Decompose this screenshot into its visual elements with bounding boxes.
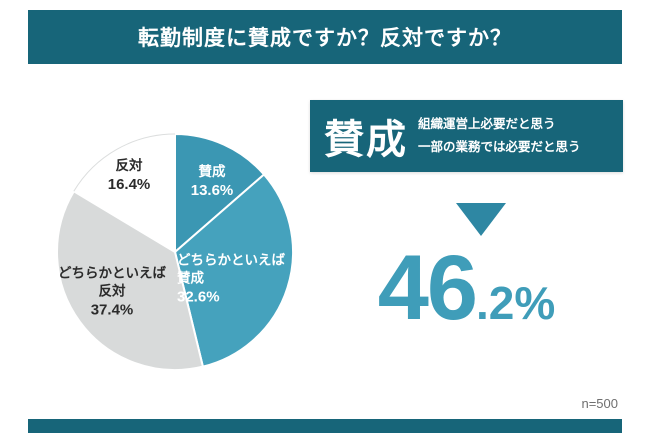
highlight-percentage: 46.2% [310,242,623,334]
down-arrow-icon [456,203,506,236]
pie-slice-label-dochiraka-sansei: どちらかといえば賛成 32.6% [177,252,293,309]
pie-slice [73,134,175,252]
pie-slice-label-dochiraka-hantai: どちらかといえば反対 37.4% [54,265,170,322]
slice-name: どちらかといえば賛成 [177,252,285,286]
slice-percent: 16.4% [107,175,151,193]
pie-chart-svg [56,133,294,371]
callout-reasons: 組織運営上必要だと思う 一部の業務では必要だと思う [418,113,581,159]
callout-keyword: 賛成 [324,118,408,162]
pie-slice-label-sansei: 賛成 13.6% [191,163,234,201]
pie-slice [56,190,204,371]
percentage-decimal: .2% [476,277,556,329]
slice-percent: 13.6% [190,181,234,199]
slice-percent: 32.6% [177,289,220,307]
slice-percent: 37.4% [90,302,134,320]
pie-slice [174,173,294,368]
slice-name: 反対 [115,157,143,173]
pie-chart: 反対 16.4% 賛成 13.6% どちらかといえば賛成 32.6% どちらかと… [50,127,300,377]
callout-box: 賛成 組織運営上必要だと思う 一部の業務では必要だと思う [310,100,623,172]
sample-size: n=500 [581,396,618,411]
reason-line: 一部の業務では必要だと思う [418,140,581,154]
pie-slice-label-hantai: 反対 16.4% [108,157,151,195]
header: 転勤制度に賛成ですか？反対ですか？ [28,10,622,64]
page-title: 転勤制度に賛成ですか？反対ですか？ [138,27,512,50]
slice-name: どちらかといえば反対 [58,265,166,299]
percentage-integer: 46 [377,237,478,339]
pie-slice [174,133,265,253]
footer-bar [28,419,622,433]
pie-slice-outline [73,133,176,192]
reason-line: 組織運営上必要だと思う [418,116,556,131]
slice-name: 賛成 [198,163,226,179]
